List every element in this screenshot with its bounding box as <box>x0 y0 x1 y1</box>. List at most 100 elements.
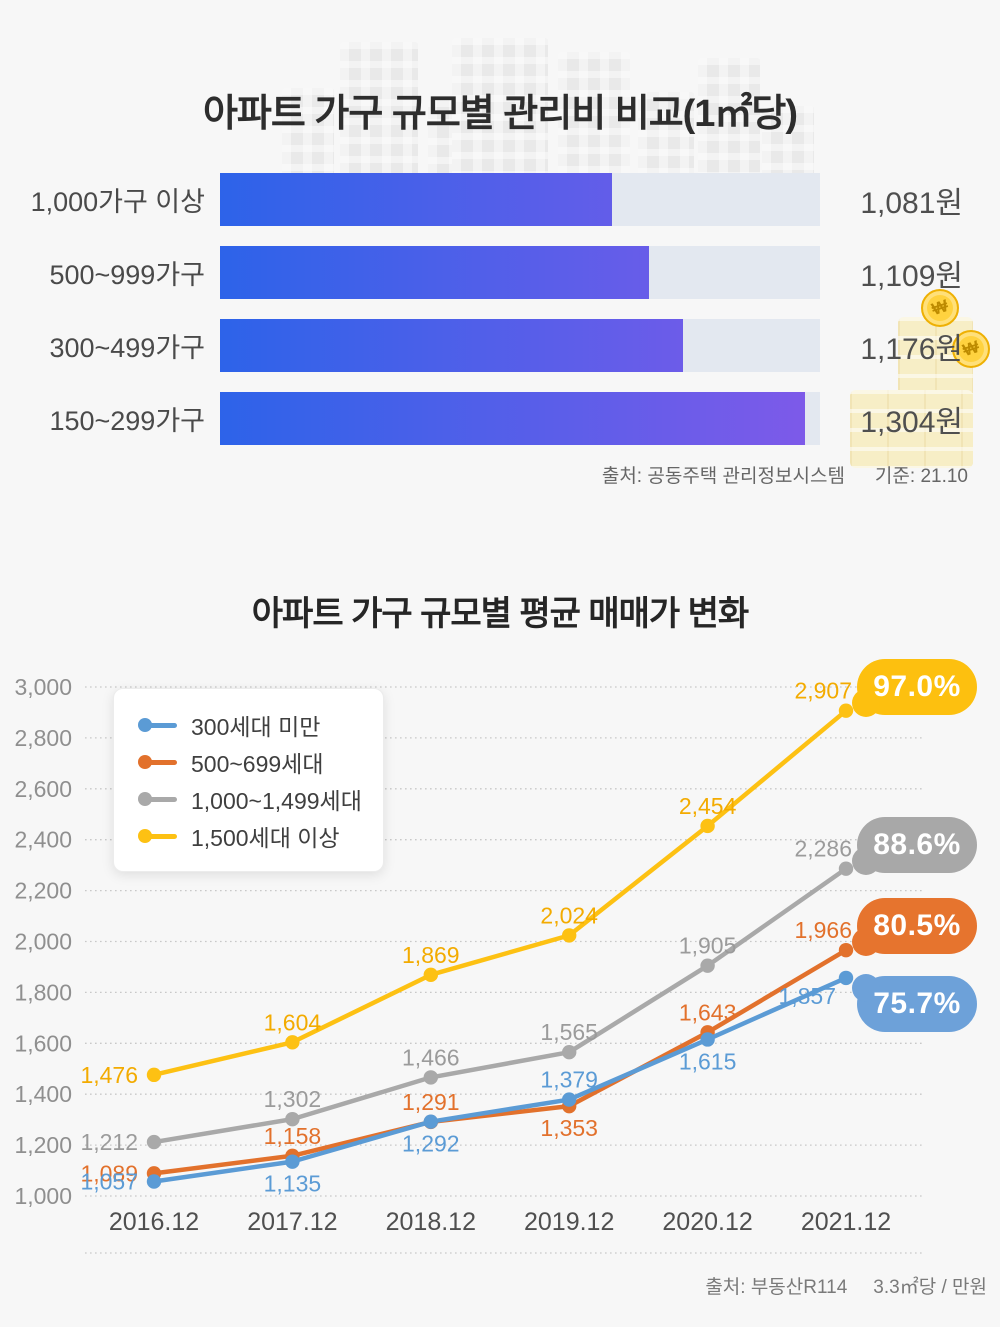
data-point-label: 1,158 <box>264 1123 322 1149</box>
data-point <box>838 703 854 718</box>
building-icon <box>340 42 418 175</box>
data-point-label: 1,057 <box>80 1168 138 1194</box>
data-point-label: 1,466 <box>402 1044 460 1070</box>
chart-legend: 300세대 미만 500~699세대 1,000~1,499세대 1,500세대 이상 <box>113 688 384 872</box>
growth-badge: 97.0% <box>852 658 977 717</box>
data-point-label: 1,212 <box>80 1129 138 1155</box>
legend-item: 500~699세대 <box>138 743 383 780</box>
data-point-label: 1,643 <box>679 999 737 1025</box>
data-point <box>423 967 438 983</box>
data-point <box>146 1174 162 1189</box>
y-axis-tick-label: 2,600 <box>14 776 72 802</box>
data-point-label: 1,604 <box>264 1009 322 1035</box>
fee-bar-fill <box>220 246 649 299</box>
fee-bar-value: 1,109원 <box>860 259 963 293</box>
data-point-label: 1,615 <box>679 1048 737 1074</box>
building-icon <box>762 106 814 175</box>
data-point <box>838 970 854 986</box>
data-point-label: 1,292 <box>402 1131 460 1157</box>
data-point <box>562 1045 577 1060</box>
legend-marker-icon <box>138 717 178 732</box>
data-point-label: 1,565 <box>540 1019 598 1045</box>
data-point-label: 2,907 <box>794 678 852 704</box>
building-icon <box>558 52 630 175</box>
fee-bar-row: 300~499가구 1,176원 <box>0 319 1000 372</box>
data-point <box>838 861 854 876</box>
won-coin-icon: ₩ <box>952 330 990 368</box>
price-source-label: 출처: 부동산R114 <box>705 1277 848 1298</box>
legend-item: 1,000~1,499세대 <box>138 780 383 817</box>
line-chart-canvas: 1,000 1,200 1,400 1,600 1,800 2,000 2,200 2,400… <box>14 674 925 1254</box>
series-line <box>151 975 849 1184</box>
data-point-label: 1,857 <box>778 983 836 1009</box>
fee-bar-category: 150~299가구 <box>49 406 205 436</box>
fee-bar-value: 1,081원 <box>860 186 963 220</box>
fee-bar-category: 300~499가구 <box>49 333 205 363</box>
won-coin-icon: ₩ <box>921 289 959 327</box>
fee-source-label: 출처: 공동주택 관리정보시스템 <box>601 466 845 487</box>
data-point <box>285 1154 300 1169</box>
x-axis-tick-label: 2020.12 <box>662 1208 752 1236</box>
fee-source: 출처: 공동주택 관리정보시스템 기준: 21.10 <box>602 461 968 488</box>
data-point <box>146 1134 162 1150</box>
building-skyline-decor <box>0 0 1000 180</box>
data-point <box>423 1070 438 1085</box>
data-point-label: 1,302 <box>264 1086 322 1112</box>
building-icon <box>452 38 548 175</box>
fee-bar-chart: 1,000가구 이상 1,081원 500~999가구 1,109원 300~499가구… <box>0 173 1000 465</box>
y-axis-tick-label: 1,000 <box>14 1183 72 1209</box>
data-point <box>838 942 854 958</box>
fee-bar-fill <box>220 392 805 445</box>
fee-bar-track <box>220 392 820 445</box>
data-point <box>700 818 715 834</box>
data-point <box>423 1114 438 1129</box>
price-source: 출처: 부동산R114 3.3㎡당 / 만원 <box>705 1272 987 1299</box>
data-point-label: 1,966 <box>794 917 852 943</box>
data-point <box>562 1092 577 1107</box>
fee-bar-track <box>220 319 820 372</box>
x-axis-tick-label: 2017.12 <box>247 1208 337 1236</box>
y-axis-tick-label: 1,800 <box>14 979 72 1005</box>
fee-bar-row: 500~999가구 1,109원 <box>0 246 1000 299</box>
fee-bar-category: 500~999가구 <box>49 260 205 290</box>
fee-bar-category: 1,000가구 이상 <box>30 187 205 217</box>
legend-item: 300세대 미만 <box>138 706 383 743</box>
fee-bar-track <box>220 246 820 299</box>
data-point-label: 1,476 <box>80 1062 138 1088</box>
legend-marker-icon <box>138 754 178 769</box>
x-axis-tick-label: 2016.12 <box>109 1208 199 1236</box>
data-point <box>146 1067 162 1083</box>
data-point-label: 1,135 <box>264 1171 322 1197</box>
data-point-label: 2,454 <box>679 793 737 819</box>
price-unit-label: 3.3㎡당 / 만원 <box>873 1277 987 1298</box>
data-point <box>285 1035 300 1050</box>
data-point-label: 1,905 <box>679 933 737 959</box>
legend-item: 1,500세대 이상 <box>138 817 383 854</box>
data-point-label: 1,353 <box>540 1115 598 1141</box>
building-icon <box>698 58 760 175</box>
y-axis-tick-label: 1,200 <box>14 1132 72 1158</box>
y-axis-tick-label: 1,400 <box>14 1081 72 1107</box>
data-point <box>700 958 715 973</box>
fee-bar-fill <box>220 319 683 372</box>
fee-bar-row: 1,000가구 이상 1,081원 <box>0 173 1000 226</box>
legend-marker-icon <box>138 791 178 806</box>
fee-bar-value: 1,304원 <box>860 405 963 439</box>
series-line <box>151 866 849 1145</box>
fee-bar-track <box>220 173 820 226</box>
data-point-label: 1,379 <box>540 1067 598 1093</box>
fee-basis-label: 기준: 21.10 <box>874 466 968 487</box>
data-point-label: 1,089 <box>80 1160 138 1186</box>
growth-badge: 75.7% <box>852 973 977 1032</box>
y-axis-tick-label: 2,000 <box>14 929 72 955</box>
fee-bar-value: 1,176원 <box>860 332 963 366</box>
y-axis-tick-label: 2,400 <box>14 827 72 853</box>
price-line-chart: 1,000 1,200 1,400 1,600 1,800 2,000 2,200 2,400… <box>0 640 1000 1300</box>
growth-badge: 80.5% <box>852 898 977 957</box>
legend-label: 1,500세대 이상 <box>191 824 340 851</box>
fee-bar-fill <box>220 173 612 226</box>
data-point-label: 1,869 <box>402 942 460 968</box>
series-line <box>151 708 849 1078</box>
x-axis-tick-label: 2019.12 <box>524 1208 614 1236</box>
